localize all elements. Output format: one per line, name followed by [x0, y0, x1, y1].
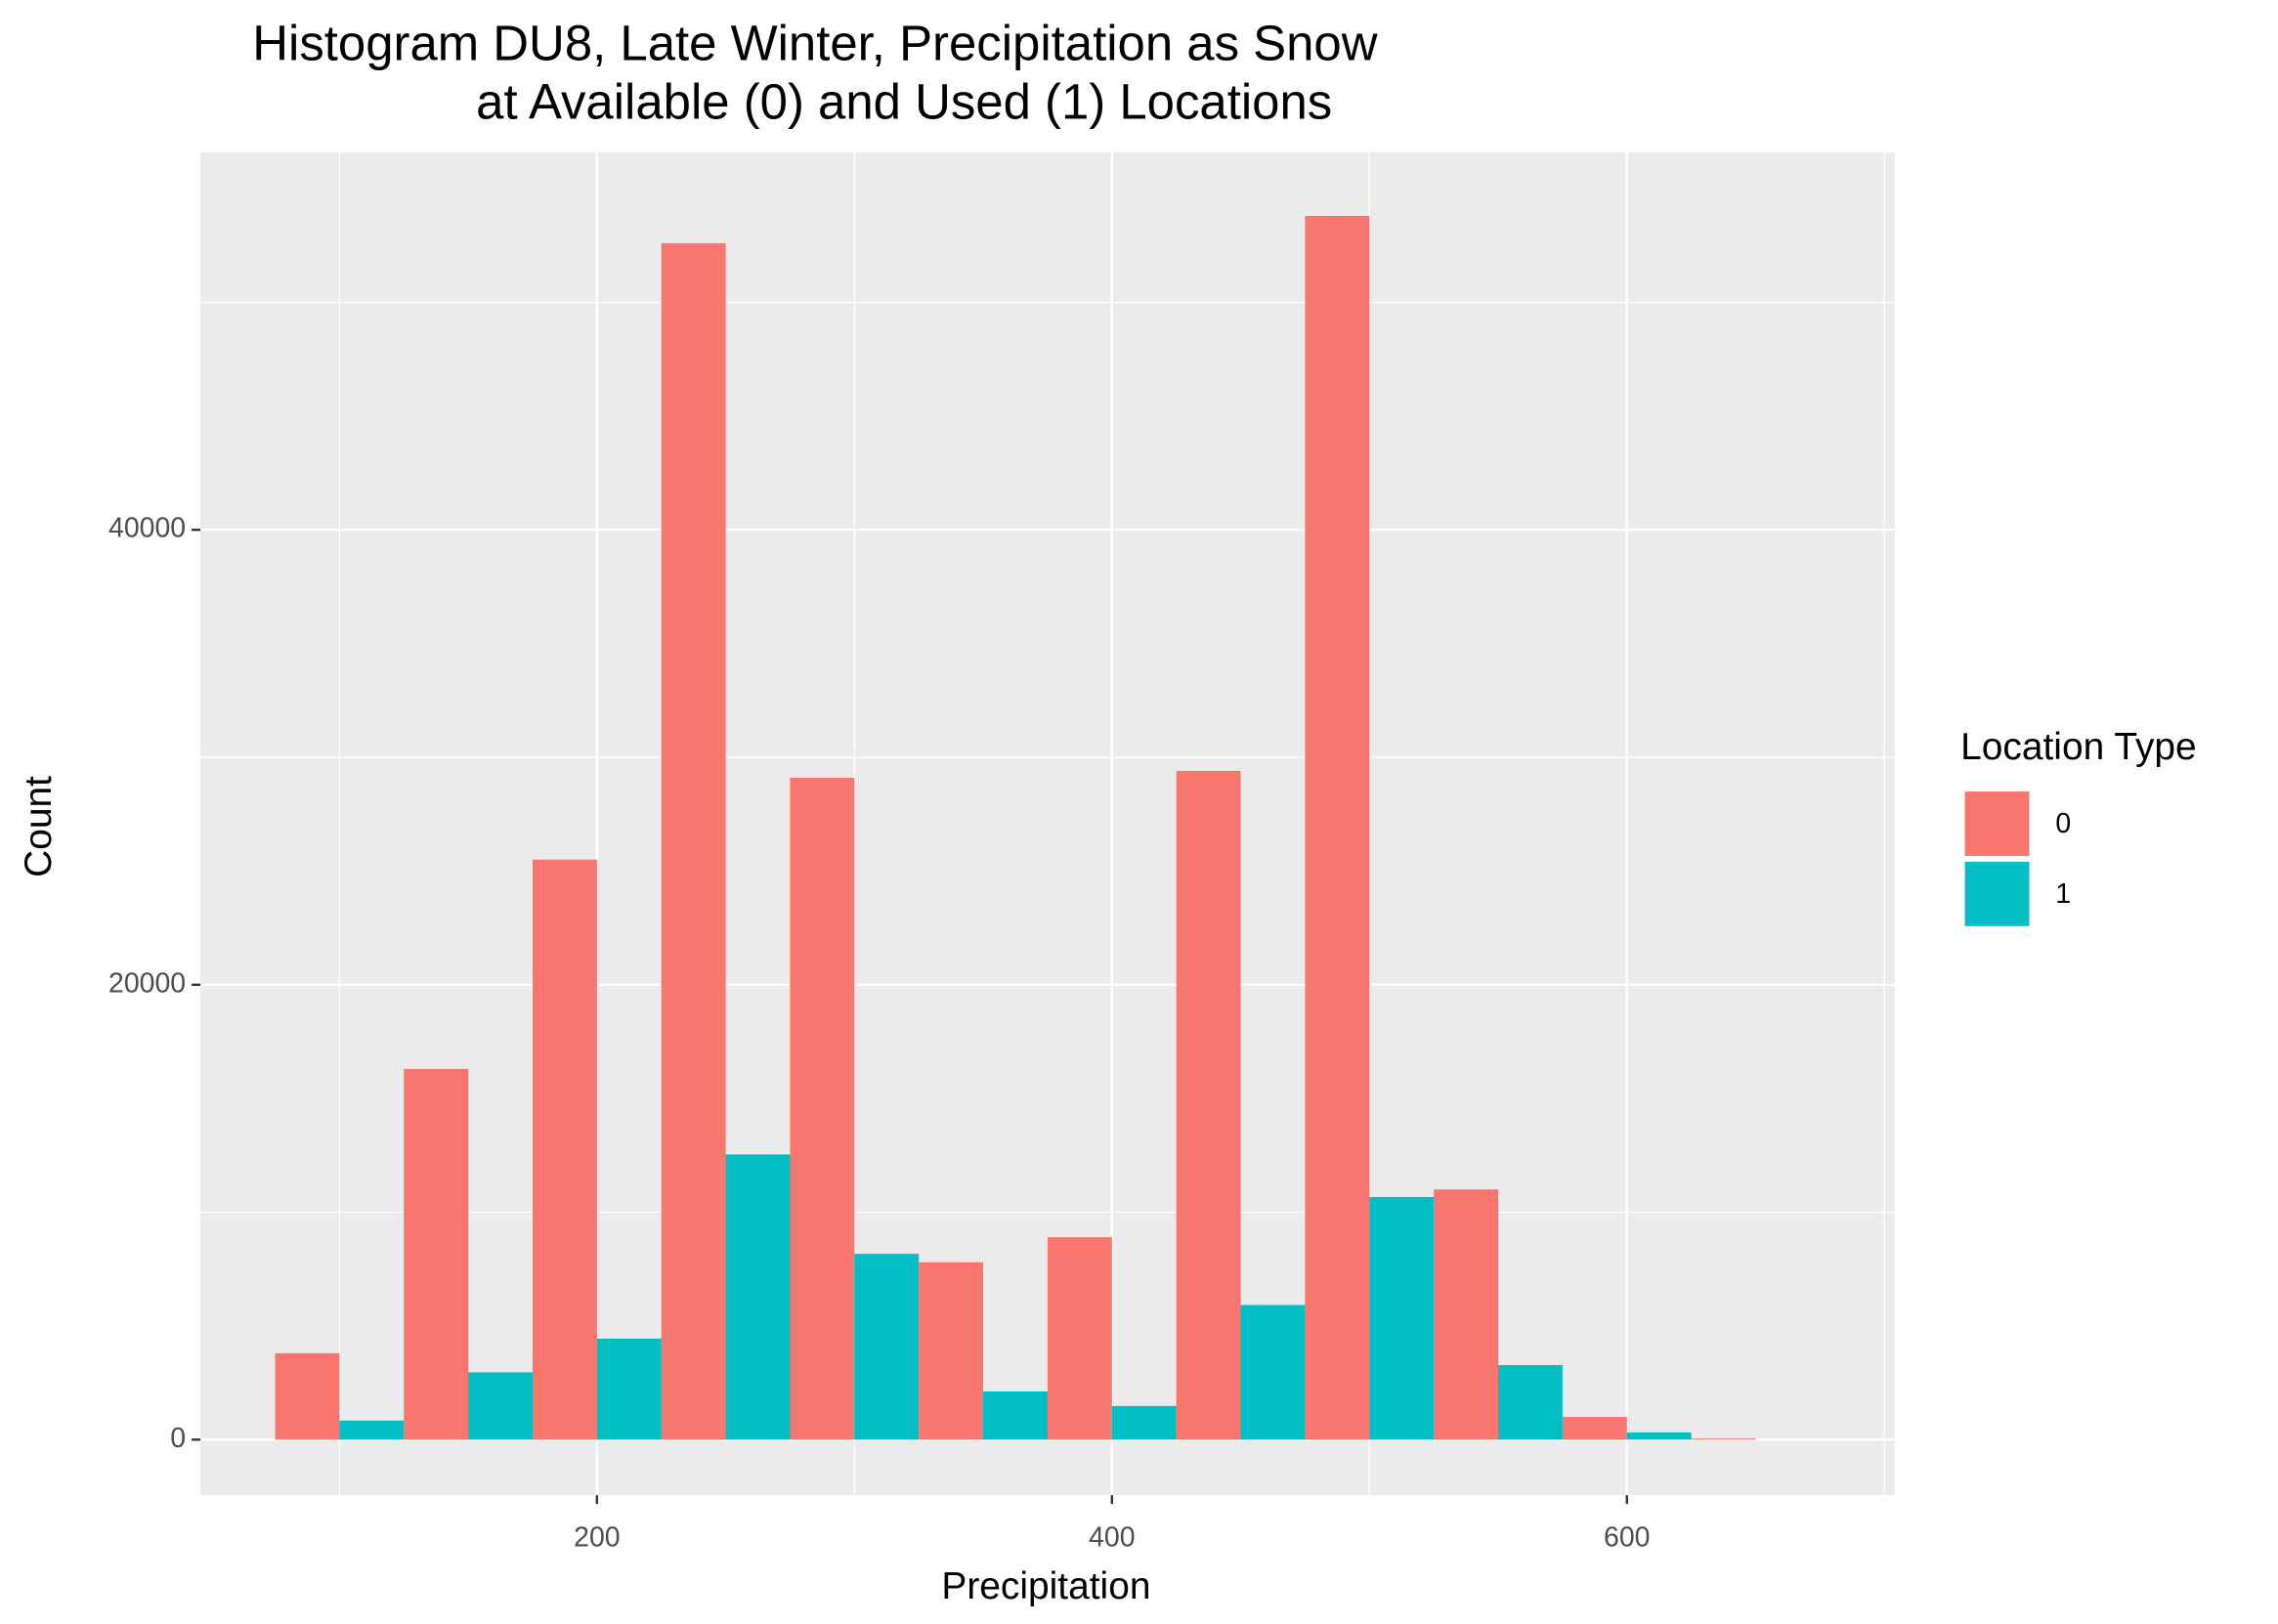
bar [1691, 1438, 1756, 1440]
y-tick-label: 20000 [108, 967, 186, 999]
legend-swatch [1961, 858, 2033, 929]
bar [275, 1352, 340, 1440]
legend-swatch [1961, 789, 2033, 859]
bar [1305, 215, 1370, 1440]
legend-title: Location Type [1960, 726, 2197, 768]
bar [1498, 1364, 1563, 1440]
bar [404, 1068, 469, 1440]
bar [790, 777, 855, 1440]
bar [1047, 1237, 1112, 1440]
x-tick-label: 400 [1089, 1522, 1135, 1554]
bar [1176, 770, 1241, 1440]
bar [339, 1420, 405, 1440]
legend-label: 0 [2055, 808, 2071, 839]
bar [1434, 1189, 1499, 1440]
bar [532, 859, 597, 1440]
x-tick-label: 200 [574, 1522, 620, 1554]
x-tick-label: 600 [1604, 1522, 1650, 1554]
bar [596, 1338, 662, 1440]
bar [983, 1391, 1048, 1440]
bar [1240, 1304, 1306, 1440]
bar [468, 1372, 533, 1440]
bar [1626, 1432, 1692, 1440]
y-axis-label: Count [18, 776, 60, 877]
bar [661, 242, 726, 1440]
y-tick-label: 40000 [108, 513, 186, 544]
y-tick-label: 0 [170, 1423, 186, 1454]
chart-title: Histogram DU8, Late Winter, Precipitatio… [252, 15, 1377, 70]
bar [919, 1261, 984, 1440]
bar [1562, 1417, 1627, 1440]
chart-title: at Available (0) and Used (1) Locations [476, 73, 1332, 129]
bar [725, 1154, 791, 1440]
x-axis-label: Precipitation [941, 1565, 1150, 1607]
legend-label: 1 [2055, 878, 2071, 910]
bar [1111, 1405, 1177, 1440]
bar [854, 1254, 920, 1440]
bar [1369, 1196, 1435, 1440]
